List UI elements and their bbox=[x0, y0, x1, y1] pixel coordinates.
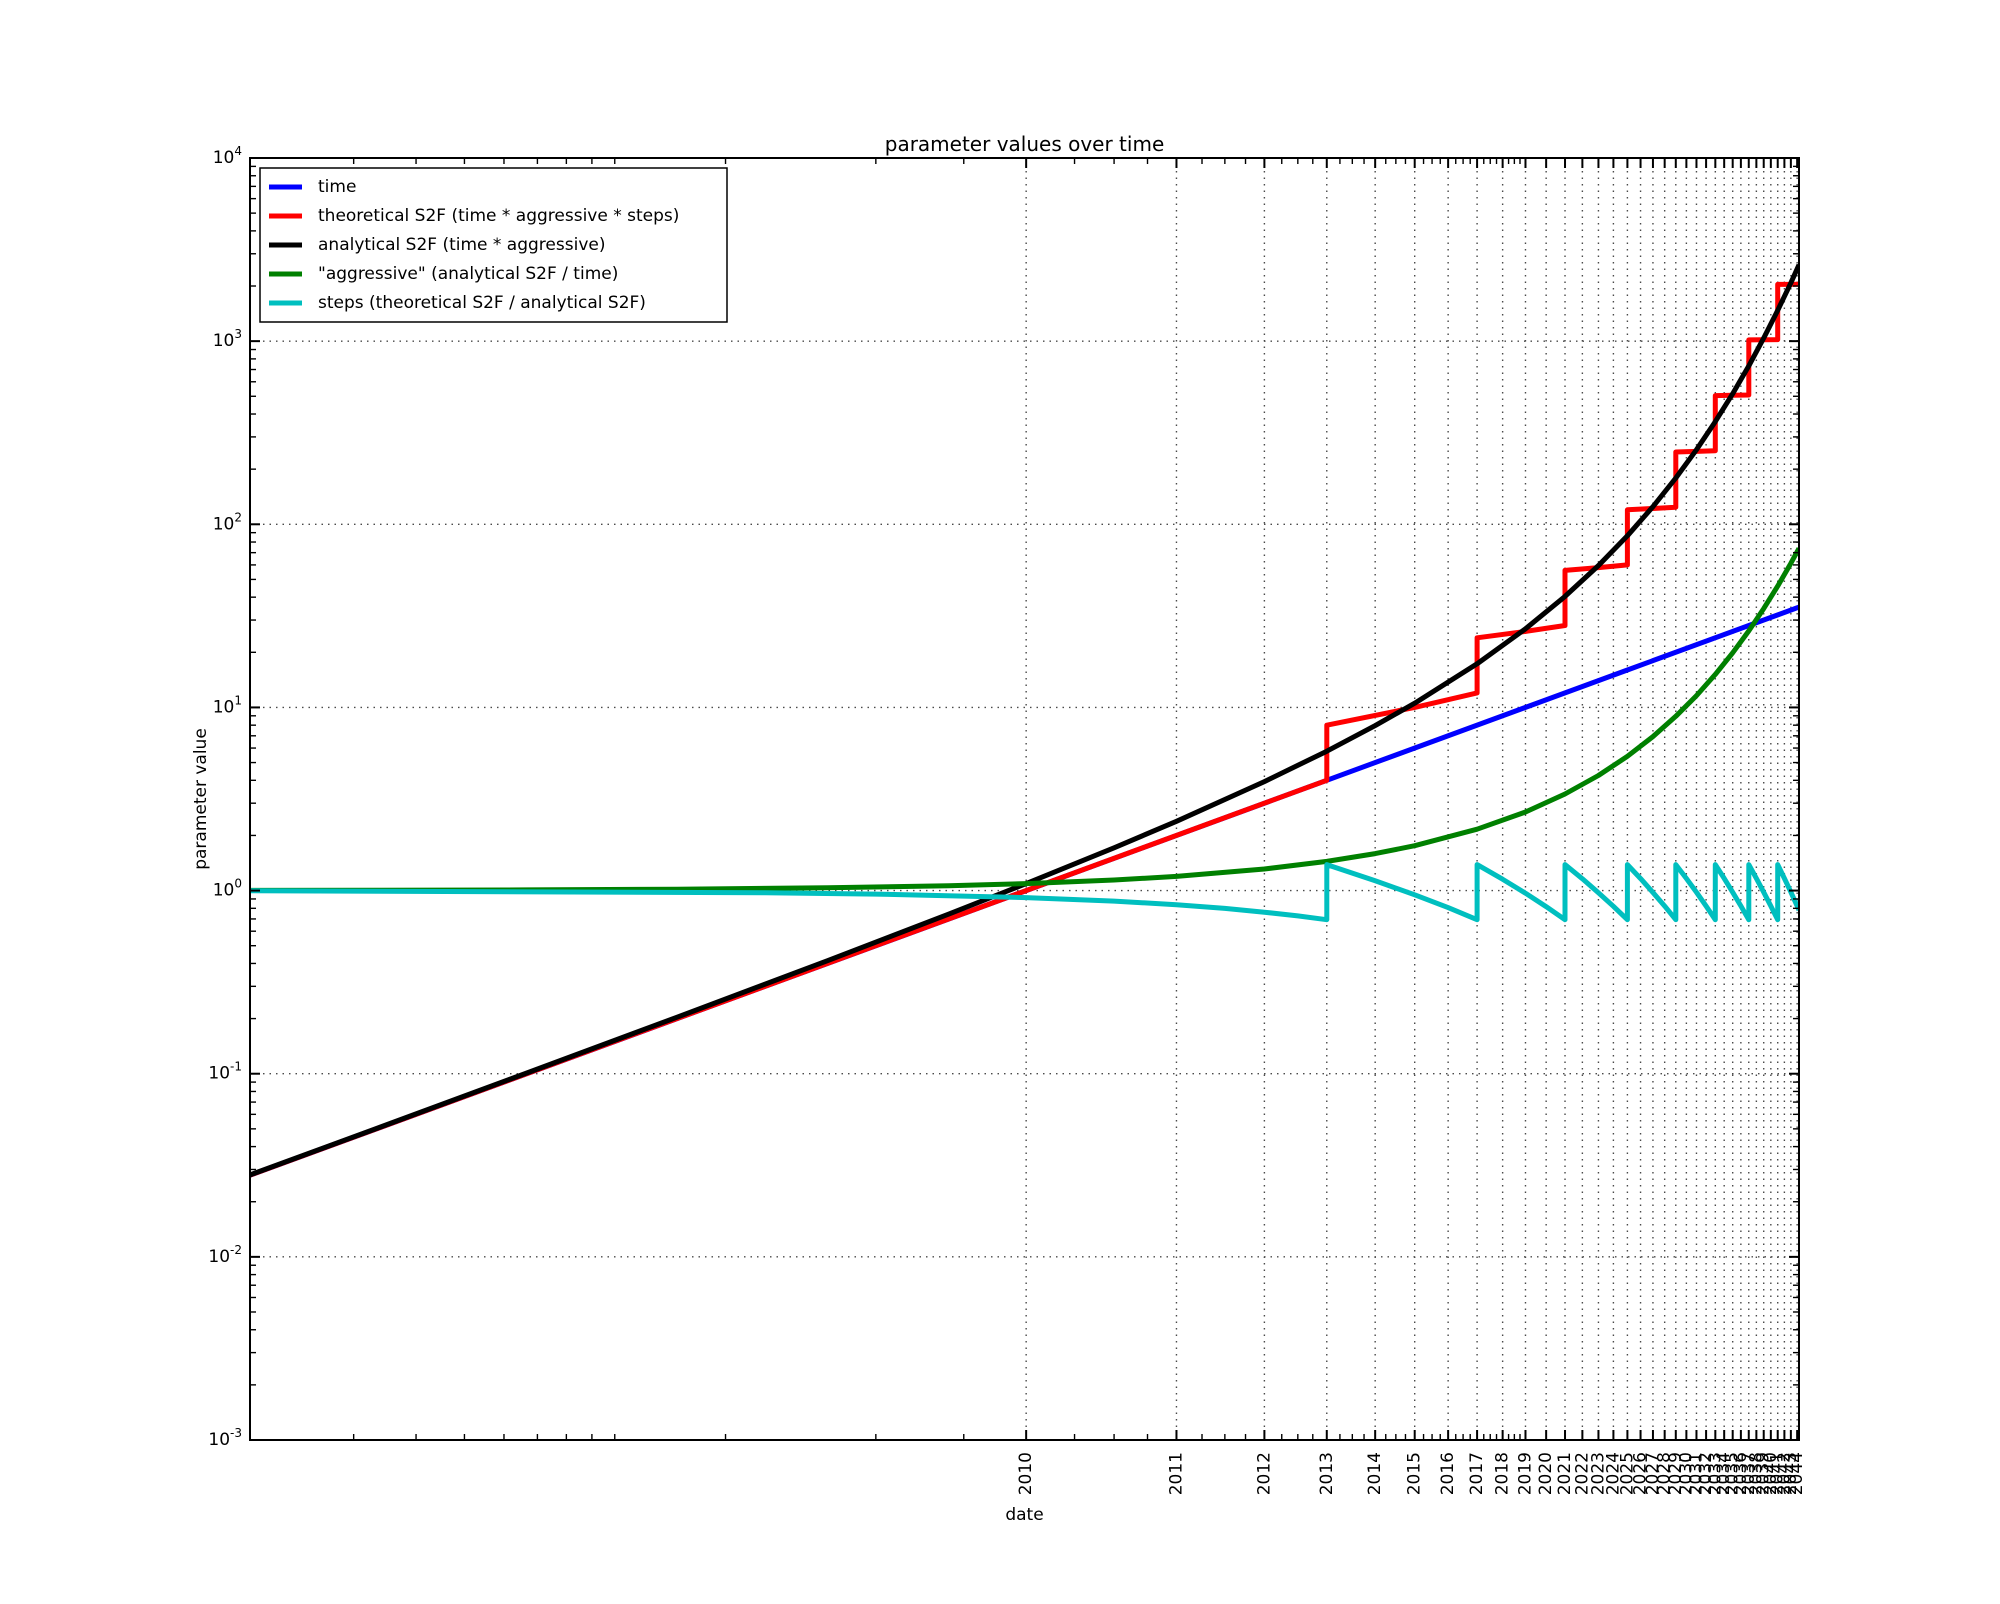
x-tick-label: 2017 bbox=[1467, 1452, 1487, 1495]
x-tick-label: 2013 bbox=[1317, 1452, 1337, 1495]
x-tick-label: 2028 bbox=[1655, 1452, 1675, 1495]
x-tick-label: 2044 bbox=[1787, 1452, 1807, 1495]
x-tick-label: 2023 bbox=[1588, 1452, 1608, 1495]
gridlines bbox=[250, 158, 1799, 1440]
x-tick-label: 2015 bbox=[1405, 1452, 1425, 1495]
curve-steps bbox=[250, 862, 1799, 923]
x-tick-label: 2031 bbox=[1686, 1452, 1706, 1495]
curve-theoretical-s2f bbox=[250, 281, 1799, 1178]
x-tick-label: 2032 bbox=[1696, 1452, 1716, 1495]
x-tick-label: 2033 bbox=[1705, 1452, 1725, 1495]
legend-label: analytical S2F (time * aggressive) bbox=[318, 235, 605, 255]
chart-title: parameter values over time bbox=[885, 132, 1165, 156]
x-tick-label: 2016 bbox=[1438, 1452, 1458, 1495]
ticks bbox=[250, 157, 1799, 1441]
x-tick-label: 2043 bbox=[1781, 1452, 1801, 1495]
x-tick-label: 2012 bbox=[1254, 1452, 1274, 1495]
curve-aggressive bbox=[250, 547, 1799, 893]
plot-border bbox=[249, 157, 1800, 1441]
x-tick-label: 2022 bbox=[1572, 1452, 1592, 1495]
y-tick-label: 101 bbox=[213, 693, 242, 717]
curve-analytical-s2f bbox=[250, 263, 1799, 1178]
x-tick-label: 2029 bbox=[1666, 1452, 1686, 1495]
x-tick-label: 2010 bbox=[1016, 1452, 1036, 1495]
x-tick-label: 2026 bbox=[1631, 1452, 1651, 1495]
x-tick-label: 2021 bbox=[1555, 1452, 1575, 1495]
x-tick-label: 2027 bbox=[1643, 1452, 1663, 1495]
x-tick-label: 2036 bbox=[1731, 1452, 1751, 1495]
x-tick-label: 2038 bbox=[1746, 1452, 1766, 1495]
legend-label: steps (theoretical S2F / analytical S2F) bbox=[318, 293, 646, 313]
x-tick-label: 2014 bbox=[1365, 1452, 1385, 1495]
legend-label: time bbox=[318, 177, 356, 197]
x-tick-label: 2041 bbox=[1768, 1452, 1788, 1495]
legend-box bbox=[259, 167, 728, 323]
x-tick-label: 2034 bbox=[1714, 1452, 1734, 1495]
y-tick-label: 10-2 bbox=[208, 1243, 242, 1267]
x-tick-label: 2018 bbox=[1493, 1452, 1513, 1495]
legend-label: "aggressive" (analytical S2F / time) bbox=[318, 264, 618, 284]
x-tick-label: 2019 bbox=[1515, 1452, 1535, 1495]
x-tick-label: 2039 bbox=[1754, 1452, 1774, 1495]
curves bbox=[250, 263, 1799, 1178]
y-tick-label: 102 bbox=[213, 510, 242, 534]
x-tick-label: 2020 bbox=[1536, 1452, 1556, 1495]
x-tick-labels: 2010 2011 2012 2013 2014 2015 2016 2017 2018 2019… bbox=[1016, 1452, 1807, 1495]
y-tick-label: 104 bbox=[213, 144, 242, 168]
x-tick-label: 2035 bbox=[1723, 1452, 1743, 1495]
legend: time theoretical S2F (time * aggressive *… bbox=[259, 167, 728, 323]
y-tick-labels: 104 103 102 101 100 10-1 10-2 10-3 bbox=[208, 144, 242, 1450]
x-tick-label: 2025 bbox=[1617, 1452, 1637, 1495]
y-tick-label: 103 bbox=[213, 327, 242, 351]
x-tick-label: 2042 bbox=[1774, 1452, 1794, 1495]
x-tick-label: 2024 bbox=[1603, 1452, 1623, 1495]
y-tick-label: 100 bbox=[213, 877, 242, 901]
y-axis-label: parameter value bbox=[191, 728, 211, 870]
x-axis-label: date bbox=[1005, 1505, 1043, 1525]
x-tick-label: 2040 bbox=[1761, 1452, 1781, 1495]
legend-label: theoretical S2F (time * aggressive * ste… bbox=[318, 206, 679, 226]
y-tick-label: 10-3 bbox=[208, 1426, 242, 1450]
x-tick-label: 2011 bbox=[1166, 1452, 1186, 1495]
y-tick-label: 10-1 bbox=[208, 1060, 242, 1084]
x-tick-label: 2030 bbox=[1676, 1452, 1696, 1495]
x-tick-label: 2037 bbox=[1739, 1452, 1759, 1495]
